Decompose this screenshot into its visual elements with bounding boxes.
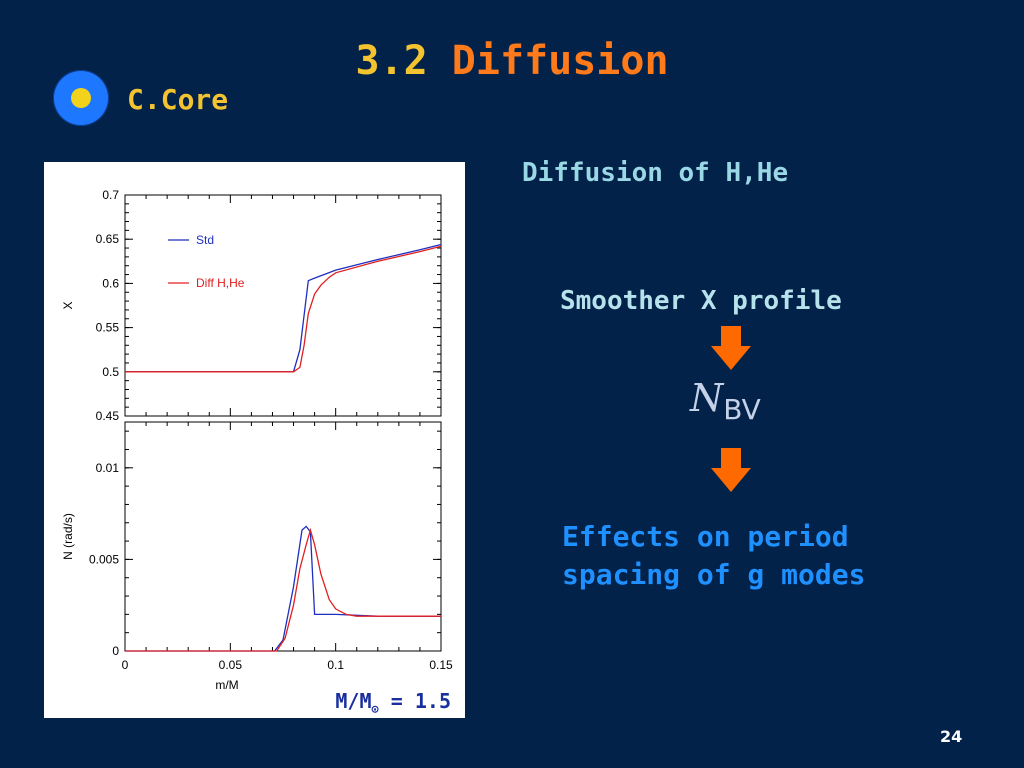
plot-frame <box>124 194 442 417</box>
slide-title: 3.2 Diffusion <box>0 38 1024 84</box>
mass-caption: M/M⊙ = 1.5 <box>44 689 451 716</box>
effects-text: Effects on period spacing of g modes <box>562 518 865 594</box>
y-tick-label: 0 <box>112 644 119 658</box>
y-tick-label: 0.65 <box>96 232 120 246</box>
y-tick-label: 0.55 <box>96 321 120 335</box>
title-number: 3.2 <box>355 38 428 84</box>
smoother-text: Smoother X profile <box>560 286 842 316</box>
nbv-formula: NBV <box>690 376 761 426</box>
y-tick-label: 0.7 <box>102 188 119 202</box>
y-tick-label: 0.005 <box>89 552 119 566</box>
subheading: Diffusion of H,He <box>522 158 789 188</box>
section-label: C.Core <box>127 83 229 116</box>
x-tick-label: 0.15 <box>429 658 453 672</box>
arrow-down-icon <box>711 448 751 492</box>
series-line-std <box>125 243 442 373</box>
y-tick-label: 0.5 <box>102 365 119 379</box>
figure-panel: 0.45 0.5 0.55 0.6 0.65 0.7 X 0 0.005 0.01 N (rad/s… <box>44 162 465 718</box>
title-word: Diffusion <box>451 38 669 84</box>
x-tick-label: 0.05 <box>219 658 243 672</box>
effects-line-2: spacing of g modes <box>562 558 866 591</box>
effects-line-1: Effects on period <box>562 520 849 553</box>
series-line-diff-h-he <box>125 527 441 652</box>
x-tick-label: 0.1 <box>327 658 344 672</box>
y-axis-label: N (rad/s) <box>61 513 75 560</box>
caption-suffix: = 1.5 <box>378 689 451 713</box>
x-tick-label: 0 <box>122 658 129 672</box>
series-line-std <box>125 525 441 652</box>
arrow-down-icon <box>711 326 751 370</box>
series-line-diff-h-he <box>125 245 442 373</box>
x-axis-label: m/M <box>215 678 238 692</box>
page-number: 24 <box>940 727 963 746</box>
caption-prefix: M/M <box>335 689 372 713</box>
plot-frame <box>124 421 442 652</box>
nbv-subscript: BV <box>723 393 761 426</box>
nbv-symbol: N <box>690 376 724 420</box>
y-tick-label: 0.45 <box>96 409 120 423</box>
y-axis-label: X <box>61 301 75 309</box>
bullet-dot <box>71 88 91 108</box>
y-tick-label: 0.01 <box>96 461 120 475</box>
caption-sun-symbol: ⊙ <box>371 702 379 716</box>
chart-figure: 0.45 0.5 0.55 0.6 0.65 0.7 X 0 0.005 0.01 N (rad/s… <box>61 188 453 692</box>
legend-label: Std <box>196 233 214 247</box>
y-tick-label: 0.6 <box>102 276 119 290</box>
legend-label: Diff H,He <box>196 276 245 290</box>
bullet-circle-icon <box>53 70 109 126</box>
